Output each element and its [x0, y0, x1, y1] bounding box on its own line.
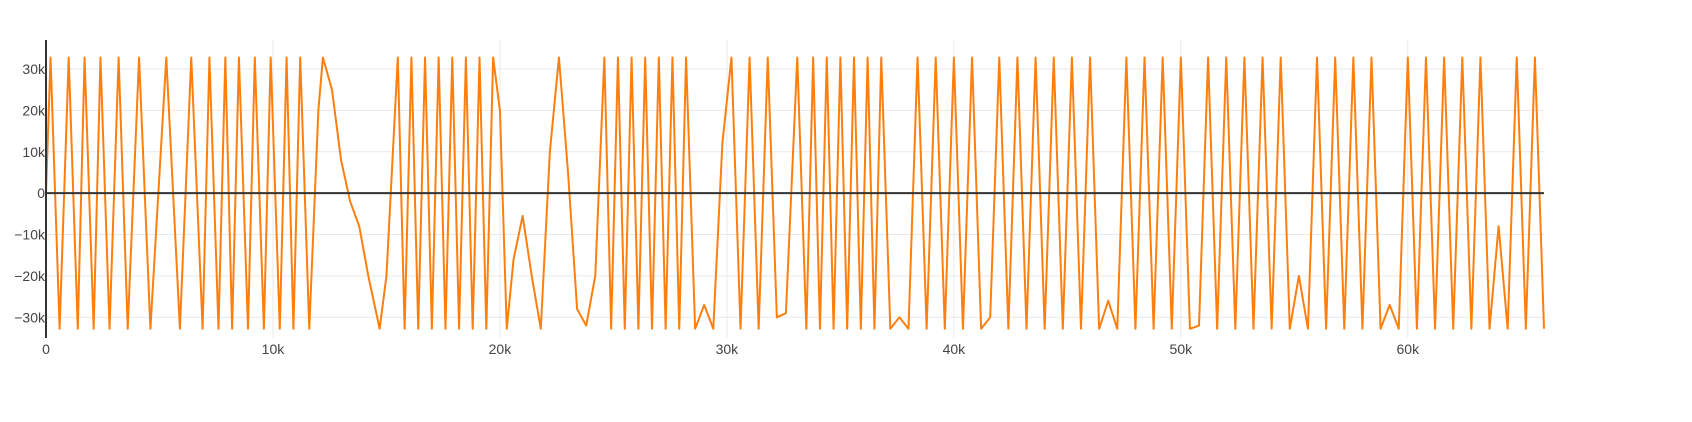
x-tick-label: 30k — [716, 341, 740, 357]
series-layer — [45, 56, 1545, 330]
y-tick-label: 30k — [22, 61, 46, 77]
x-tick-label: 60k — [1397, 341, 1421, 357]
x-tick-label: 20k — [489, 341, 513, 357]
x-tick-label: 0 — [42, 341, 50, 357]
x-tick-label: 40k — [943, 341, 967, 357]
y-tick-label: 0 — [37, 185, 45, 201]
x-tick-label: 50k — [1170, 341, 1194, 357]
x-tick-label: 10k — [262, 341, 286, 357]
tick-labels: 0 10k 20k 30k 40k 50k 60k 30k 20k 10k 0 −10k −20k −30… — [14, 61, 1420, 357]
y-tick-label: −20k — [14, 268, 46, 284]
y-tick-label: 10k — [22, 144, 46, 160]
axes — [45, 40, 1544, 338]
y-tick-label: −10k — [14, 227, 46, 243]
series-line — [45, 56, 1545, 330]
y-tick-label: −30k — [14, 309, 46, 325]
y-tick-label: 20k — [22, 102, 46, 118]
